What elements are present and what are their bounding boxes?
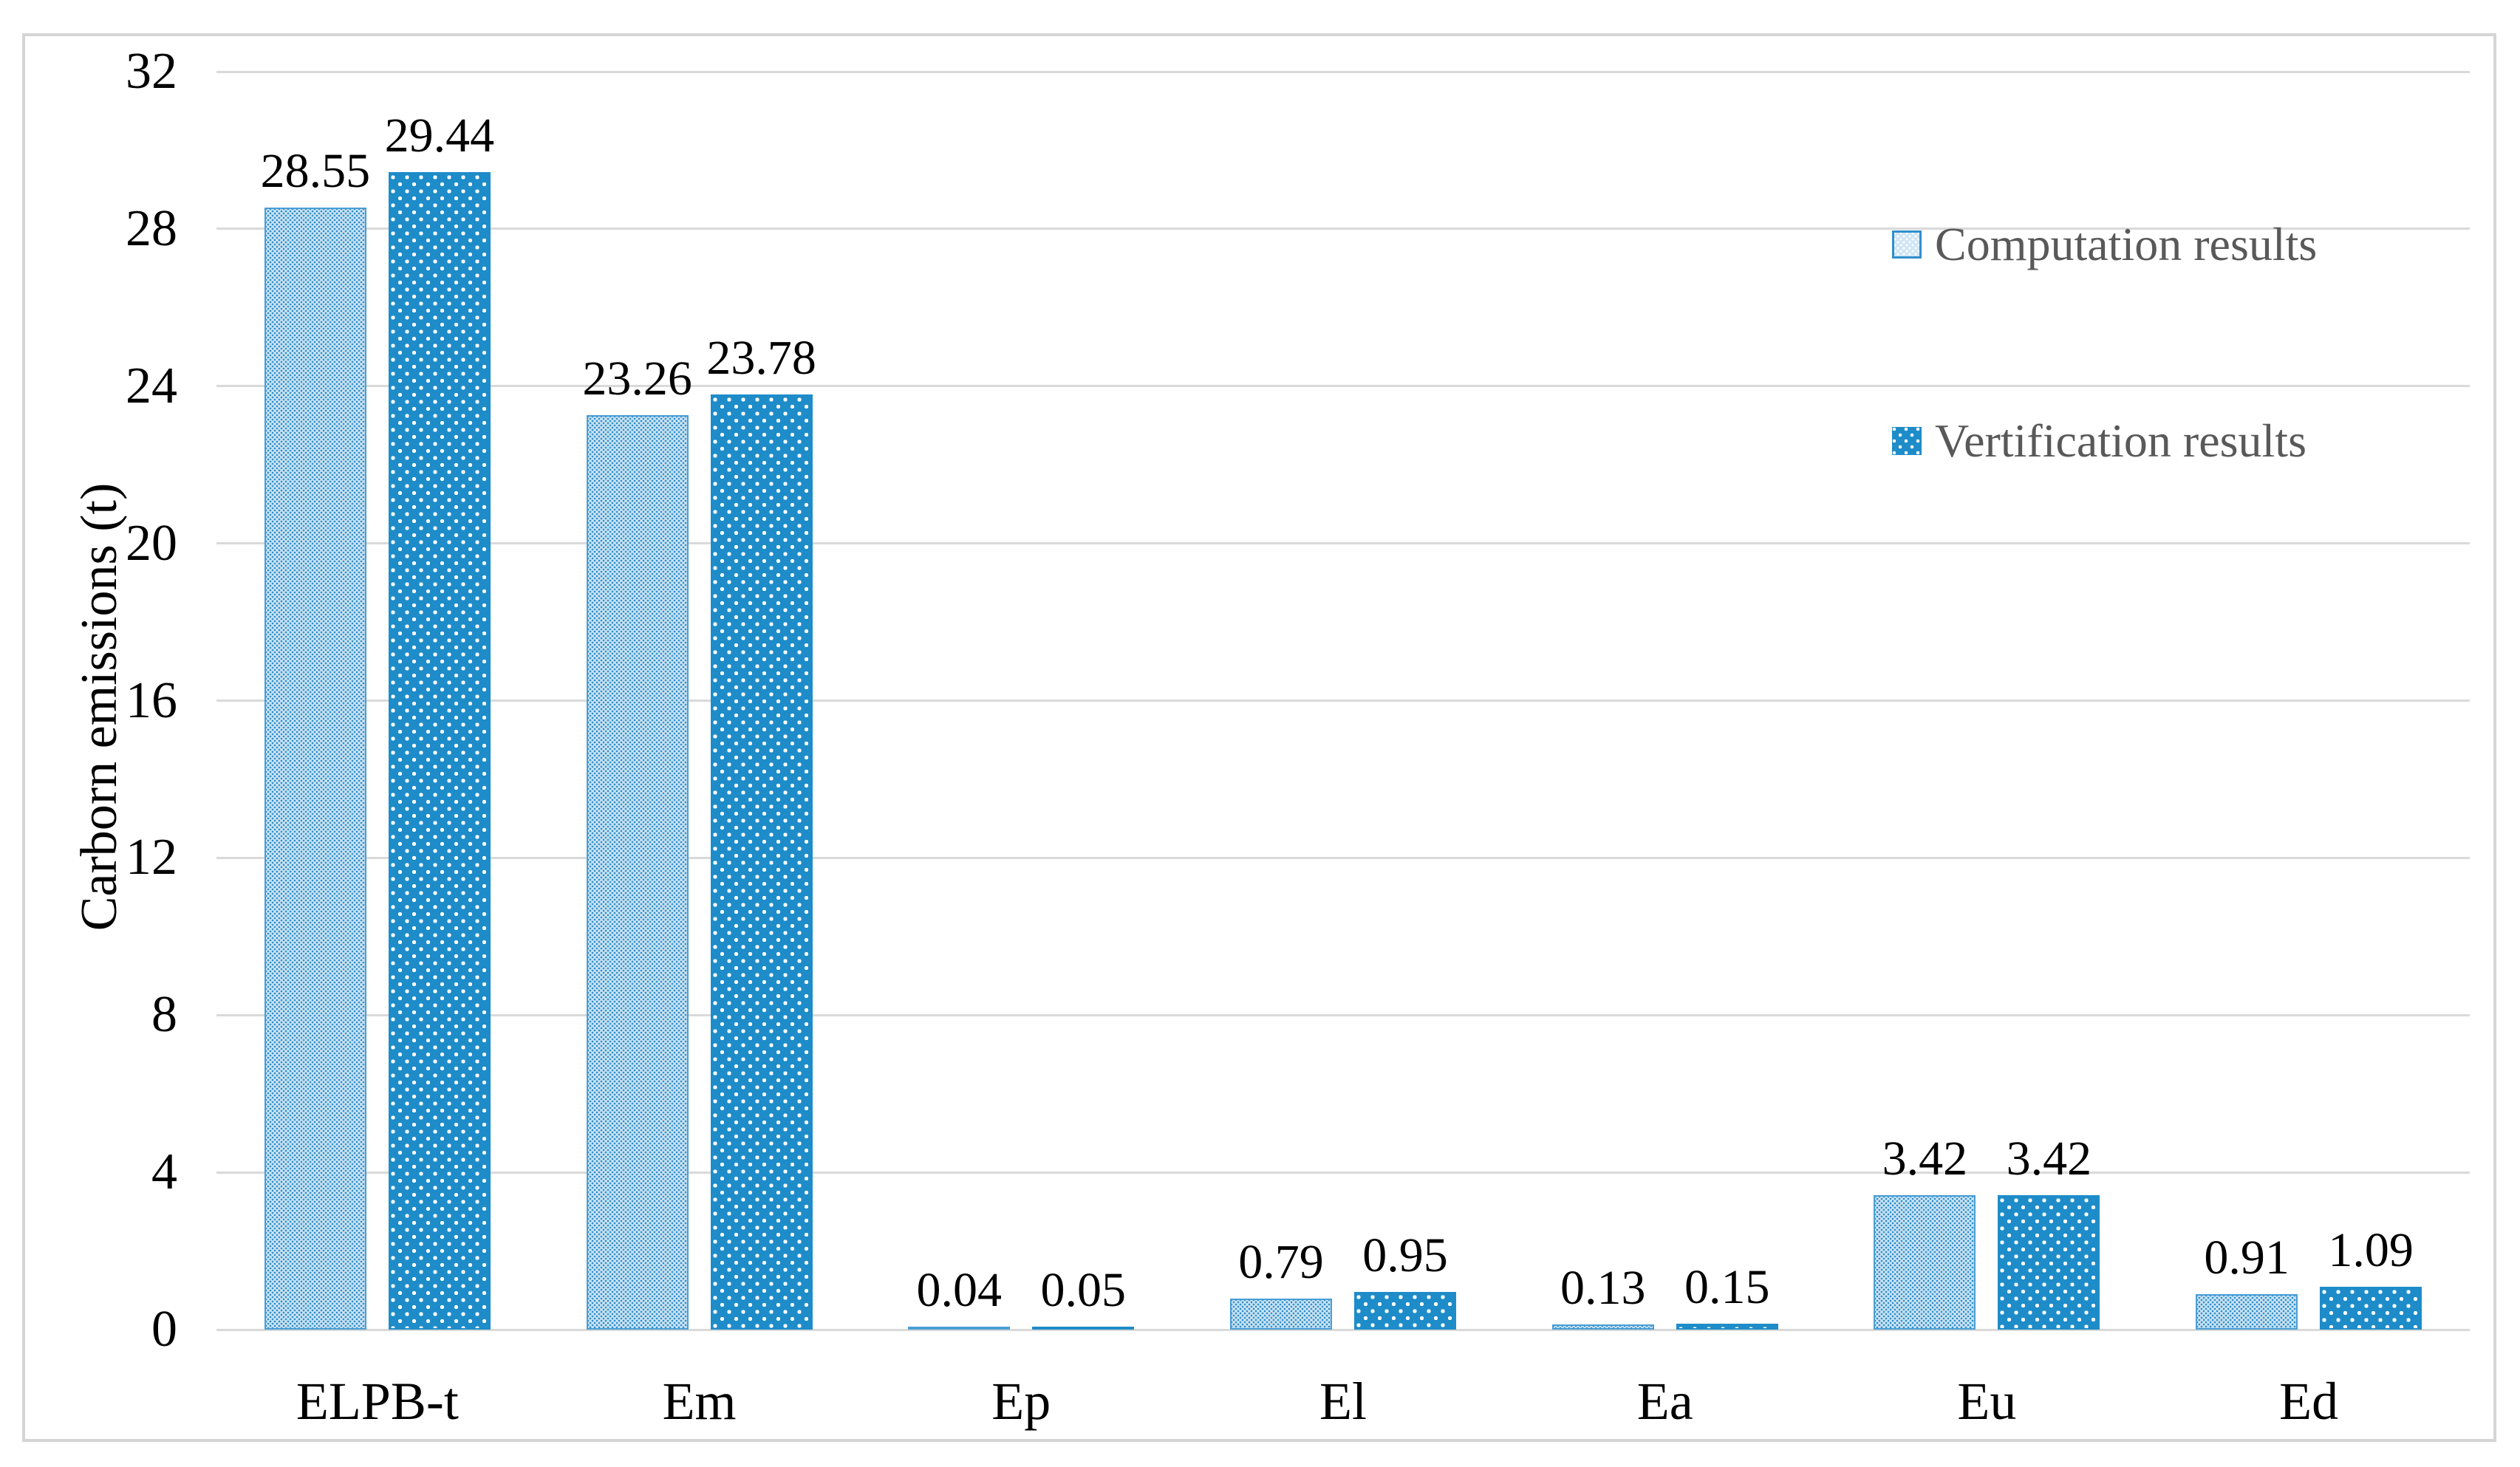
value-label-El-series2: 0.95 xyxy=(1362,1228,1448,1283)
bar-Ep-series2 xyxy=(1032,1327,1135,1330)
bar-Ea-series1 xyxy=(1551,1324,1654,1330)
gridline-y-16 xyxy=(216,700,2470,702)
y-tick-label-28: 28 xyxy=(126,199,177,257)
y-tick-label-32: 32 xyxy=(126,43,177,100)
value-label-ELPB-t-series1: 28.55 xyxy=(260,143,371,198)
value-label-Ed-series2: 1.09 xyxy=(2328,1222,2414,1277)
value-label-Eu-series2: 3.42 xyxy=(2006,1131,2092,1186)
y-tick-label-4: 4 xyxy=(151,1143,177,1201)
gridline-y-32 xyxy=(216,70,2470,73)
value-label-Em-series2: 23.78 xyxy=(706,331,816,386)
bar-El-series2 xyxy=(1354,1292,1456,1330)
legend-label-computation: Computation results xyxy=(1935,218,2318,270)
x-category-label-Eu: Eu xyxy=(1957,1372,2017,1431)
x-category-label-Ed: Ed xyxy=(2279,1372,2339,1431)
x-category-label-El: El xyxy=(1319,1372,1367,1431)
gridline-y-12 xyxy=(216,856,2470,859)
bar-Em-series2 xyxy=(710,394,813,1330)
legend-label-vertification: Vertification results xyxy=(1935,414,2306,467)
bar-Eu-series2 xyxy=(1998,1194,2100,1330)
value-label-Ep-series2: 0.05 xyxy=(1040,1263,1127,1317)
gridline-y-8 xyxy=(216,1013,2470,1016)
value-label-Ea-series2: 0.15 xyxy=(1684,1260,1770,1315)
y-tick-label-20: 20 xyxy=(126,514,177,572)
value-label-Eu-series1: 3.42 xyxy=(1882,1131,1968,1186)
gridline-y-20 xyxy=(216,542,2470,545)
gridline-y-0 xyxy=(216,1328,2470,1331)
bar-ELPB-t-series2 xyxy=(388,172,491,1330)
bar-Ed-series1 xyxy=(2196,1293,2298,1330)
value-label-Em-series1: 23.26 xyxy=(582,352,692,406)
y-axis-title: Carborn emissions (t) xyxy=(71,482,128,931)
bar-ELPB-t-series1 xyxy=(264,207,366,1330)
value-label-Ed-series1: 0.91 xyxy=(2204,1230,2289,1285)
legend-swatch-vertification xyxy=(1892,427,1922,455)
bar-Ea-series2 xyxy=(1676,1324,1778,1330)
gridline-y-28 xyxy=(216,228,2470,230)
value-label-Ea-series1: 0.13 xyxy=(1560,1261,1646,1316)
bar-El-series1 xyxy=(1230,1298,1332,1330)
x-category-label-Ep: Ep xyxy=(991,1372,1051,1431)
x-category-label-Ea: Ea xyxy=(1636,1372,1693,1431)
y-tick-label-24: 24 xyxy=(126,357,177,414)
gridline-y-24 xyxy=(216,385,2470,388)
y-tick-label-16: 16 xyxy=(126,671,177,729)
y-tick-label-12: 12 xyxy=(126,829,177,886)
value-label-El-series1: 0.79 xyxy=(1238,1234,1324,1289)
gridline-y-4 xyxy=(216,1171,2470,1174)
bar-Em-series1 xyxy=(586,415,689,1330)
bar-Eu-series1 xyxy=(1874,1194,1976,1330)
bar-Ed-series2 xyxy=(2320,1286,2422,1330)
value-label-ELPB-t-series2: 29.44 xyxy=(384,109,495,163)
value-label-Ep-series1: 0.04 xyxy=(916,1263,1003,1317)
x-category-label-ELPB-t: ELPB-t xyxy=(296,1372,459,1431)
y-tick-label-8: 8 xyxy=(151,986,177,1044)
bar-Ep-series1 xyxy=(908,1327,1011,1330)
y-tick-label-0: 0 xyxy=(151,1301,177,1358)
x-category-label-Em: Em xyxy=(662,1372,737,1431)
legend-swatch-computation xyxy=(1892,230,1922,259)
